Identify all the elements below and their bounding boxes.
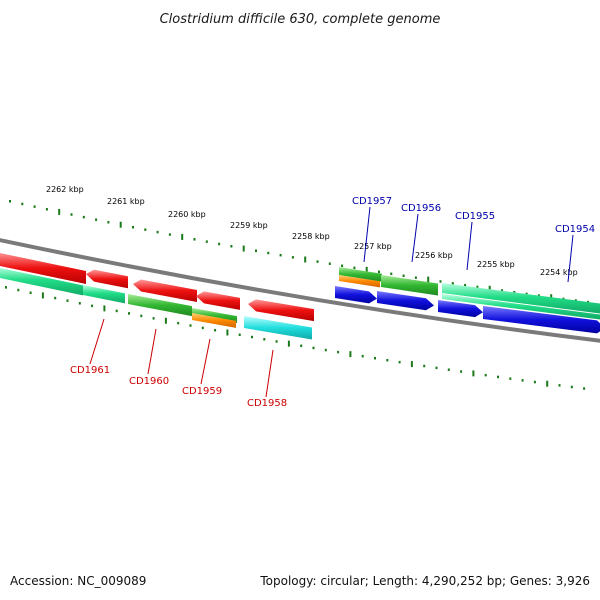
reverse-gene-cyan[interactable] xyxy=(244,316,312,340)
scale-labels: 2262 kbp 2261 kbp 2260 kbp 2259 kbp 2258… xyxy=(46,185,578,277)
gene-label-cd1958[interactable]: CD1958 xyxy=(247,398,287,409)
gene-labels: CD1961 CD1960 CD1959 CD1958 CD1957 CD195… xyxy=(70,196,595,409)
scale-label: 2259 kbp xyxy=(230,221,268,230)
leader-line-cd1960 xyxy=(147,328,157,375)
scale-label: 2254 kbp xyxy=(540,268,578,277)
leader-line-cd1961 xyxy=(89,318,105,365)
gene-label-cd1954[interactable]: CD1954 xyxy=(555,224,595,235)
leader-line-cd1954 xyxy=(567,234,574,283)
inner-scale-ticks xyxy=(5,286,586,390)
reverse-gene-red[interactable] xyxy=(248,299,314,322)
gene-label-cd1957[interactable]: CD1957 xyxy=(352,196,392,207)
gene-label-cd1961[interactable]: CD1961 xyxy=(70,365,110,376)
forward-gene-spring[interactable] xyxy=(442,294,600,320)
reverse-gene-red[interactable] xyxy=(86,269,128,289)
gene-features xyxy=(0,252,600,340)
genome-backbone xyxy=(0,238,600,343)
gene-label-cd1959[interactable]: CD1959 xyxy=(182,386,222,397)
reverse-gene-red[interactable] xyxy=(133,279,197,303)
leader-line-cd1957 xyxy=(363,206,371,263)
reverse-gene-spring[interactable] xyxy=(0,267,83,296)
gene-label-cd1955[interactable]: CD1955 xyxy=(455,211,495,222)
genome-summary-text: Topology: circular; Length: 4,290,252 bp… xyxy=(259,574,590,588)
scale-label: 2258 kbp xyxy=(292,232,330,241)
forward-gene-orange[interactable] xyxy=(339,275,380,288)
reverse-gene-spring[interactable] xyxy=(83,285,125,304)
forward-gene-blue[interactable] xyxy=(377,291,434,311)
forward-gene-blue[interactable] xyxy=(335,286,377,304)
scale-label: 2260 kbp xyxy=(168,210,206,219)
label-leader-lines xyxy=(89,206,574,398)
map-title: Clostridium difficile 630, complete geno… xyxy=(160,12,441,27)
scale-label: 2262 kbp xyxy=(46,185,84,194)
scale-label: 2256 kbp xyxy=(415,251,453,260)
leader-line-cd1956 xyxy=(411,213,419,263)
gene-label-cd1956[interactable]: CD1956 xyxy=(401,203,441,214)
accession-text: Accession: NC_009089 xyxy=(10,574,146,588)
forward-gene-blue[interactable] xyxy=(438,300,483,318)
reverse-gene-orange[interactable] xyxy=(192,313,236,328)
forward-gene-spring[interactable] xyxy=(442,283,600,314)
reverse-gene-red[interactable] xyxy=(196,291,240,310)
forward-gene-blue[interactable] xyxy=(483,306,600,334)
reverse-gene-red[interactable] xyxy=(0,252,86,284)
scale-label: 2261 kbp xyxy=(107,197,145,206)
reverse-gene-green[interactable] xyxy=(128,294,192,317)
forward-gene-green[interactable] xyxy=(339,267,382,282)
scale-label: 2257 kbp xyxy=(354,242,392,251)
scale-label: 2255 kbp xyxy=(477,260,515,269)
forward-gene-green[interactable] xyxy=(381,275,438,296)
leader-line-cd1959 xyxy=(200,338,211,385)
gene-label-cd1960[interactable]: CD1960 xyxy=(129,376,169,387)
leader-line-cd1955 xyxy=(466,221,473,271)
leader-line-cd1958 xyxy=(265,349,274,398)
